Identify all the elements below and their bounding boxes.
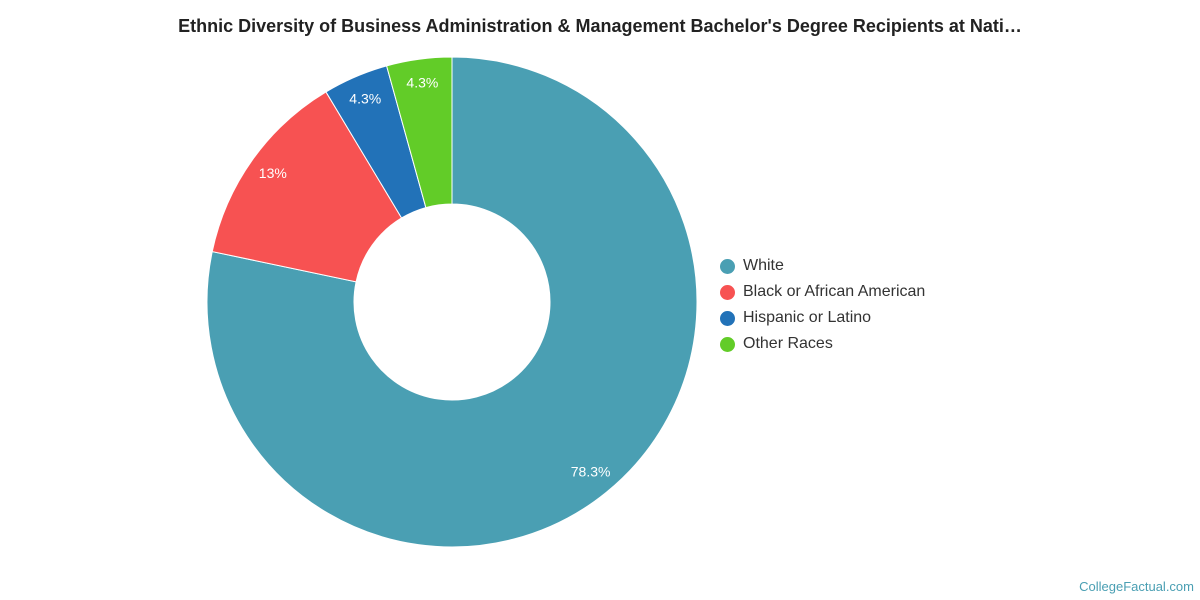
legend-label: Hispanic or Latino [743,309,872,326]
legend-item-hispanic-or-latino[interactable]: Hispanic or Latino [720,305,925,331]
chart-title: Ethnic Diversity of Business Administrat… [178,16,1022,36]
legend-swatch [720,310,735,326]
slice-label-other-races: 4.3% [406,75,438,91]
legend-item-white[interactable]: White [720,253,925,279]
legend-item-black-or-african-american[interactable]: Black or African American [720,279,925,305]
legend-label: Black or African American [743,283,926,300]
slice-label-hispanic-or-latino: 4.3% [349,91,381,107]
legend-swatch [720,336,735,352]
legend-label: Other Races [743,335,833,352]
site-credit-link[interactable]: CollegeFactual.com [1079,579,1194,594]
legend-label: White [743,257,784,274]
chart-legend: White Black or African American Hispanic o… [720,253,925,357]
legend-item-other-races[interactable]: Other Races [720,331,925,357]
legend-swatch [720,258,735,274]
slice-label-black-or-african-american: 13% [259,165,287,181]
slice-label-white: 78.3% [571,464,611,480]
slice-other-races[interactable] [385,56,453,209]
slice-white[interactable] [206,56,698,548]
legend-swatch [720,284,735,300]
